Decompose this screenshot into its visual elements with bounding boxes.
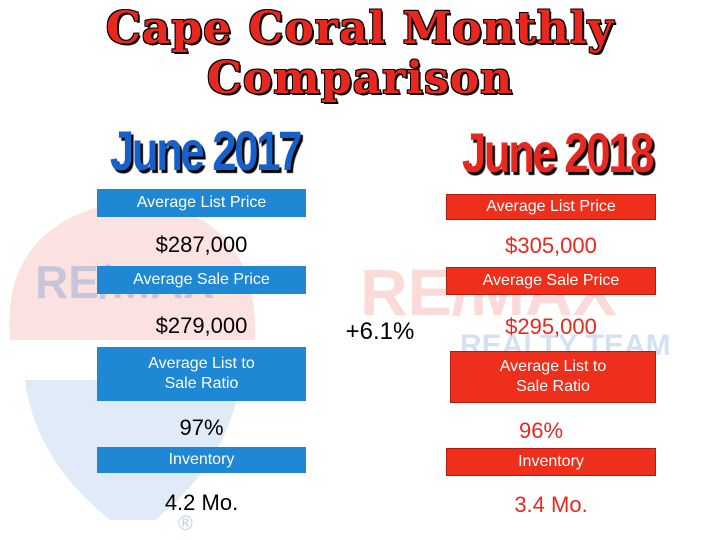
avg-list-price-label-2018: Average List Price <box>446 194 656 220</box>
year-heading-2017: June 2017 <box>109 119 303 182</box>
avg-list-price-label-2017: Average List Price <box>97 189 306 217</box>
avg-sale-price-label-2018: Average Sale Price <box>446 267 656 295</box>
avg-sale-price-label-2017: Average Sale Price <box>97 266 306 294</box>
list-to-sale-ratio-label-2017: Average List to Sale Ratio <box>97 347 306 401</box>
price-change-percent: +6.1% <box>345 318 415 345</box>
year-heading-2018: June 2018 <box>461 121 655 184</box>
list-to-sale-ratio-value-2017: 97% <box>179 415 224 440</box>
avg-sale-price-value-2017: $279,000 <box>155 313 248 338</box>
watermark-reg-mark: ® <box>178 513 193 535</box>
list-to-sale-ratio-label-2018: Average List to Sale Ratio <box>450 351 656 403</box>
ratio-label-line2: Sale Ratio <box>516 378 590 395</box>
inventory-value-2017: 4.2 Mo. <box>164 490 239 515</box>
page-title-line1: Cape Coral Monthly <box>105 3 615 54</box>
inventory-label-2017: Inventory <box>97 447 306 473</box>
ratio-label-line1: Average List to <box>148 355 255 372</box>
ratio-label-line2: Sale Ratio <box>164 375 239 392</box>
page-title-line2: Comparison <box>206 53 514 104</box>
remax-balloon-watermark: RE/MAX ® <box>9 200 256 535</box>
avg-sale-price-value-2018: $295,000 <box>505 314 597 339</box>
list-to-sale-ratio-value-2018: 96% <box>518 418 564 443</box>
avg-list-price-value-2017: $287,000 <box>155 232 248 257</box>
avg-list-price-value-2018: $305,000 <box>505 233 597 258</box>
inventory-value-2018: 3.4 Mo. <box>514 492 588 517</box>
inventory-label-2018: Inventory <box>446 448 656 476</box>
ratio-label-line1: Average List to <box>499 358 607 375</box>
